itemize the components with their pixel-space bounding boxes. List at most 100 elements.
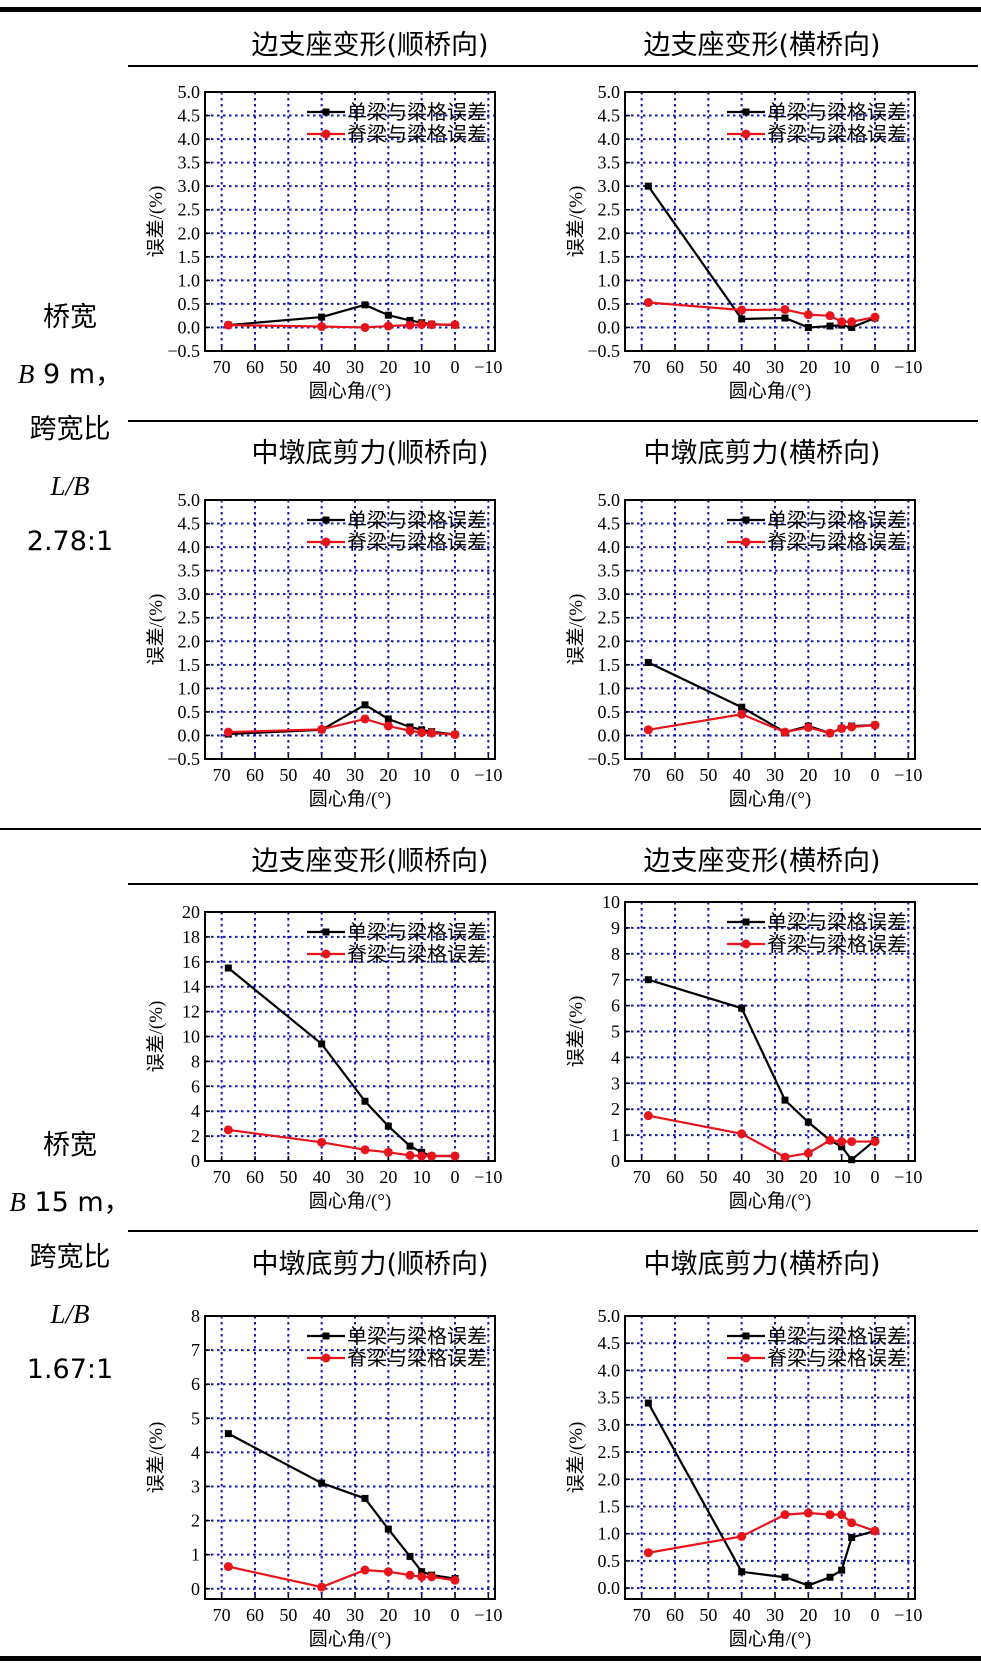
x-tick-label: 0: [871, 1605, 880, 1625]
x-tick-label: 60: [666, 1167, 684, 1187]
data-point: [427, 1572, 437, 1582]
data-point: [847, 317, 857, 327]
plot-frame: [624, 499, 916, 760]
data-point: [383, 321, 393, 331]
x-tick-label: 50: [279, 765, 297, 785]
x-tick-label: 20: [799, 357, 817, 377]
legend-label: 脊梁与梁格误差: [347, 531, 487, 554]
plot-frame: [624, 91, 916, 352]
y-tick-label: 2.5: [598, 200, 621, 220]
x-tick-label: 50: [279, 1167, 297, 1187]
data-point: [803, 1508, 813, 1518]
y-tick-label: 2.0: [598, 631, 621, 651]
y-tick-label: 12: [182, 1002, 200, 1022]
x-tick-label: 20: [799, 1167, 817, 1187]
y-tick-label: 0.5: [598, 294, 621, 314]
x-tick-label: 70: [213, 765, 231, 785]
data-point: [417, 320, 427, 330]
y-tick-label: 5.0: [178, 490, 201, 510]
data-point: [838, 1143, 846, 1151]
y-tick-label: 0: [191, 1151, 200, 1171]
y-tick-label: 1.5: [598, 247, 621, 267]
x-tick-label: 20: [799, 1605, 817, 1625]
group-label-ratio-symbol: L/B: [50, 1299, 90, 1329]
x-tick-label: 60: [246, 357, 264, 377]
legend-label: 单梁与梁格误差: [767, 911, 907, 934]
data-point: [738, 1568, 746, 1576]
legend-label: 脊梁与梁格误差: [767, 933, 907, 956]
chart-4: 70 60 50 40 30 20 10 0 −10 −0.5 0.0 0.5 1.0 1.5 2.0 2.5…: [565, 490, 922, 810]
y-tick-label: 8: [611, 944, 620, 964]
y-tick-label: 3: [191, 1476, 200, 1496]
legend-marker: [322, 928, 330, 936]
y-tick-label: 0.0: [598, 725, 621, 745]
data-point: [825, 728, 835, 738]
y-tick-label: 5: [191, 1408, 200, 1428]
y-tick-label: 0.0: [598, 1578, 621, 1598]
chart-1: 70 60 50 40 30 20 10 0 −10 −0.5 0.0 0.5 1.0 1.5 2.0 2.5…: [145, 82, 502, 402]
legend-marker: [321, 129, 331, 139]
legend-label: 脊梁与梁格误差: [767, 531, 907, 554]
data-point: [405, 1150, 415, 1160]
legend-marker: [321, 537, 331, 547]
y-tick-label: 20: [182, 902, 200, 922]
x-tick-label: 30: [346, 1167, 364, 1187]
data-point: [848, 323, 856, 331]
legend-marker: [321, 1353, 331, 1363]
chart-6: 70 60 50 40 30 20 10 0 −10 0 1 2 3 4 5 6 7 8 9 10 圆心角/(°) 误差/…: [565, 892, 922, 1212]
data-point: [825, 1135, 835, 1145]
y-tick-label: 4: [191, 1101, 200, 1121]
legend-marker: [321, 949, 331, 959]
group-label-b-line: B 15 m，: [0, 1184, 140, 1240]
y-tick-label: 1.0: [598, 678, 621, 698]
legend-label: 脊梁与梁格误差: [347, 1347, 487, 1370]
y-tick-label: 0: [191, 1579, 200, 1599]
row-rule-4: [128, 1230, 978, 1232]
x-tick-label: 70: [213, 1605, 231, 1625]
data-point: [847, 1137, 857, 1147]
y-axis-label: 误差/(%): [145, 186, 167, 258]
data-point: [644, 182, 652, 190]
x-tick-label: −10: [474, 1167, 502, 1187]
group-label-ratio-title: 跨宽比: [29, 1242, 111, 1273]
data-point: [803, 310, 813, 320]
x-tick-label: 30: [766, 1605, 784, 1625]
plot-frame: [624, 1315, 916, 1600]
data-point: [738, 1004, 746, 1012]
x-tick-label: 10: [833, 1167, 851, 1187]
data-point: [417, 728, 427, 738]
y-tick-label: 5.0: [178, 82, 201, 102]
data-point: [826, 1573, 834, 1581]
y-tick-label: 4.0: [598, 537, 621, 557]
y-tick-label: 6: [611, 996, 620, 1016]
series-line-1: [648, 978, 876, 1162]
x-tick-label: 30: [766, 765, 784, 785]
x-tick-label: 50: [279, 357, 297, 377]
data-point: [418, 1568, 426, 1576]
x-tick-label: 50: [699, 1167, 717, 1187]
data-point: [405, 1570, 415, 1580]
x-tick-label: −10: [474, 357, 502, 377]
data-point: [644, 976, 652, 984]
y-axis-label: 误差/(%): [145, 594, 167, 666]
data-point: [825, 1510, 835, 1520]
panel-title: 边支座变形(横桥向): [643, 30, 881, 61]
data-point: [383, 1147, 393, 1157]
plot-frame: [204, 91, 496, 352]
group-label-bridge-width: 桥宽: [43, 1130, 97, 1161]
data-point: [870, 312, 880, 322]
data-point: [224, 964, 232, 972]
x-axis-label: 圆心角/(°): [729, 788, 812, 810]
legend-label: 单梁与梁格误差: [767, 101, 907, 124]
group-label-ratio-value: 1.67:1: [26, 1354, 114, 1385]
y-tick-label: 3.5: [598, 561, 621, 581]
x-tick-label: 10: [833, 357, 851, 377]
data-point: [847, 722, 857, 732]
b-symbol: B: [17, 359, 35, 389]
data-point: [223, 320, 233, 330]
panel-title: 边支座变形(顺桥向): [251, 846, 489, 877]
data-point: [405, 320, 415, 330]
y-tick-label: 4.5: [178, 106, 201, 126]
y-axis-label: 误差/(%): [565, 594, 587, 666]
legend-marker: [741, 129, 751, 139]
